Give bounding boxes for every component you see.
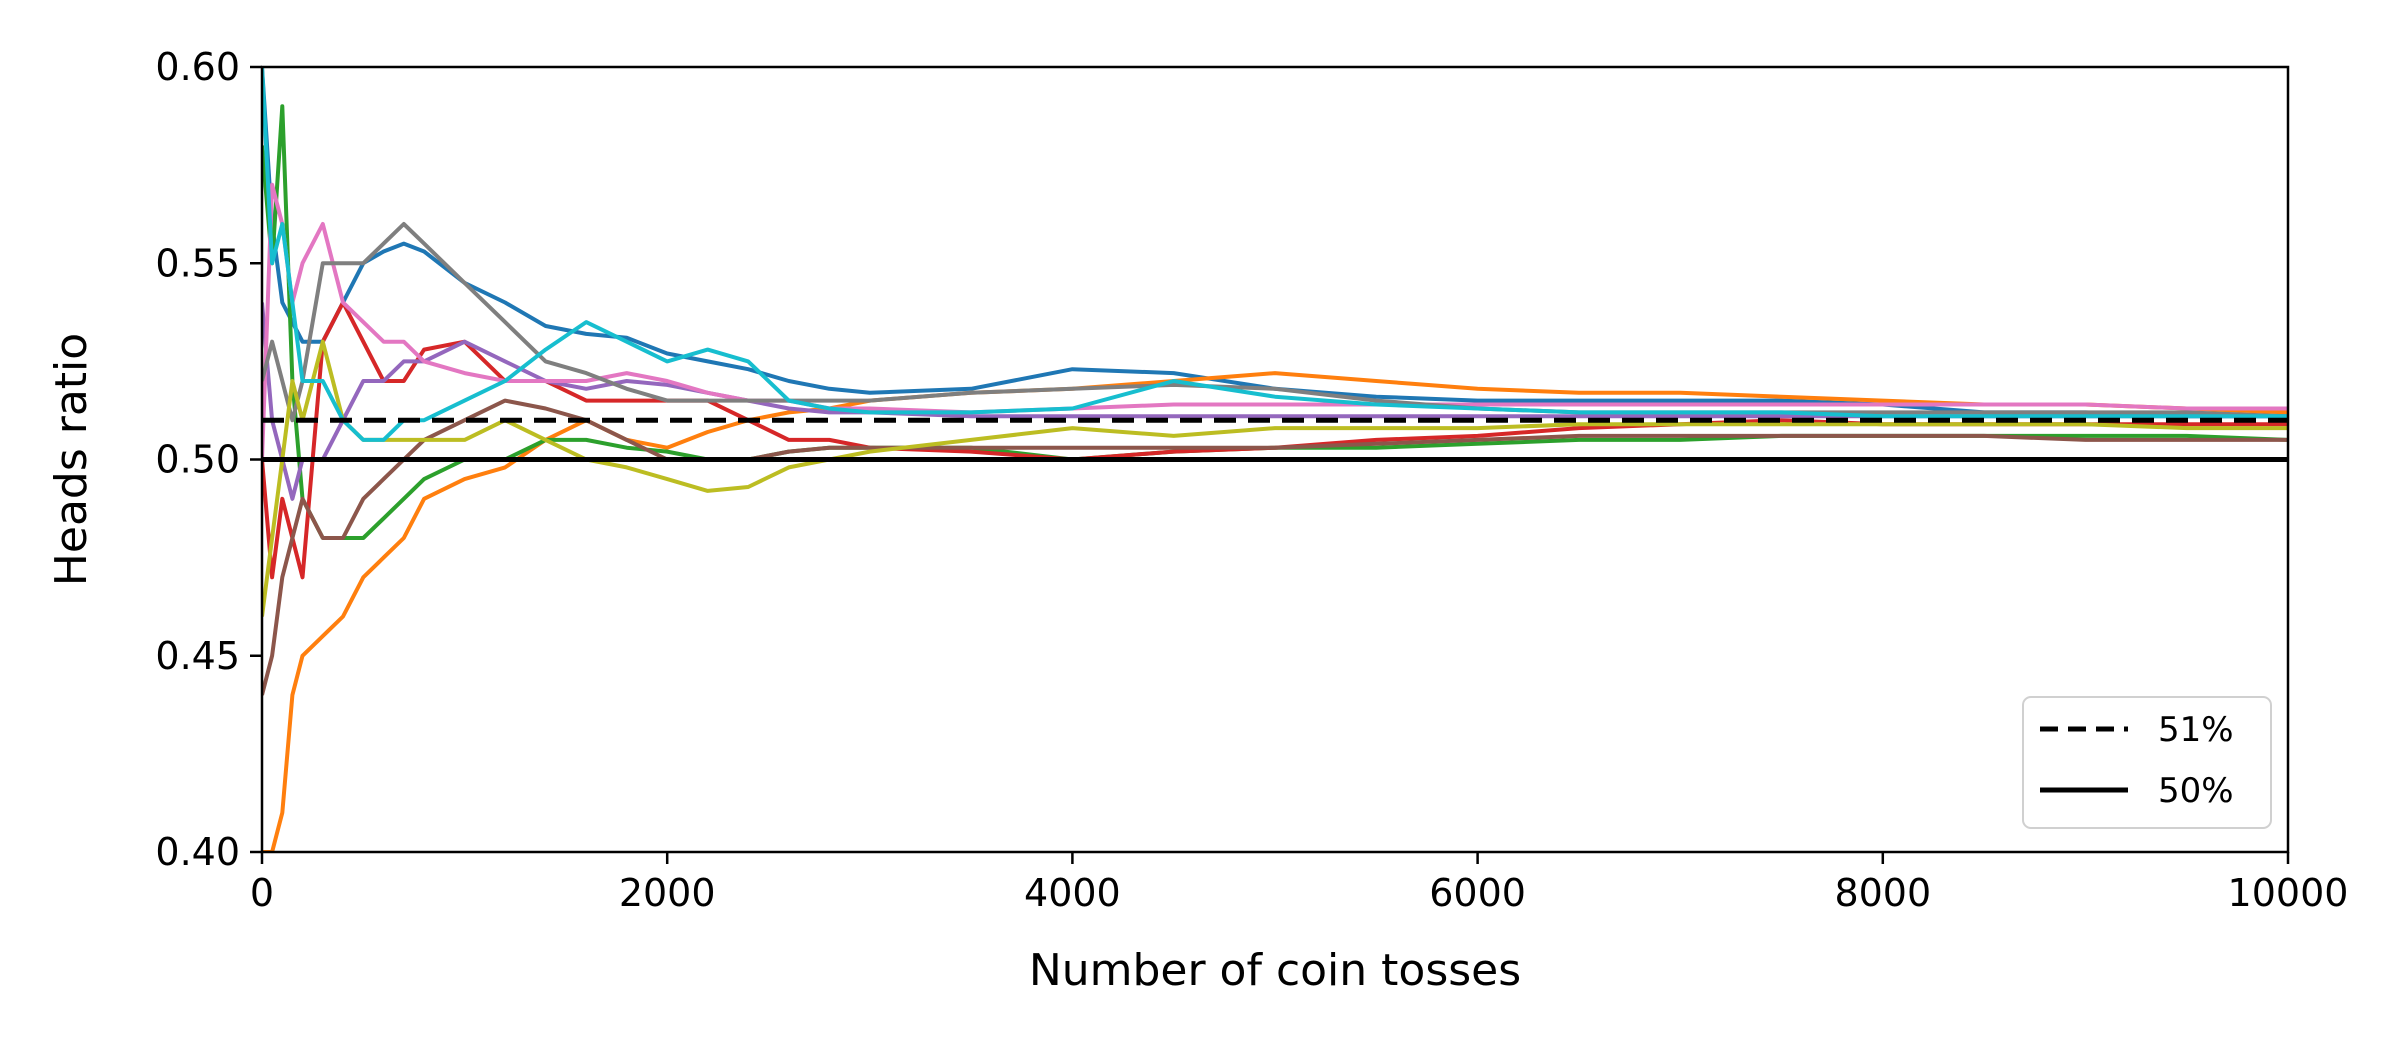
series-line-9: [262, 67, 2288, 442]
legend-box: [2022, 696, 2272, 829]
x-tick-label: 2000: [619, 871, 716, 915]
reference-lines: [262, 417, 2288, 462]
x-axis-label: Number of coin tosses: [1029, 945, 1521, 996]
series-line-5: [262, 398, 2288, 696]
x-tick-label: 0: [250, 871, 274, 915]
x-tick-label: 10000: [2228, 871, 2349, 915]
legend-label-50: 50%: [2158, 771, 2234, 811]
series-line-8: [262, 339, 2288, 617]
y-tick-label: 0.45: [155, 634, 240, 678]
legend-label-51: 51%: [2158, 710, 2234, 750]
x-tick-label: 4000: [1024, 871, 1121, 915]
series-line-1: [262, 371, 2288, 852]
y-axis-label: Heads ratio: [46, 333, 97, 586]
x-tick-label: 8000: [1834, 871, 1931, 915]
series-line-0: [262, 67, 2288, 419]
y-tick-label: 0.60: [155, 45, 240, 89]
y-axis-ticks: 0.40 0.45 0.50 0.55 0.60: [155, 45, 262, 874]
y-tick-label: 0.40: [155, 830, 240, 874]
y-tick-label: 0.55: [155, 241, 240, 285]
x-tick-label: 6000: [1429, 871, 1526, 915]
y-tick-label: 0.50: [155, 438, 240, 482]
series-line-6: [262, 182, 2288, 460]
series-line-2: [262, 104, 2288, 540]
x-axis-ticks: 0 2000 4000 6000 8000 10000: [250, 852, 2349, 915]
legend: 51% 50%: [2022, 696, 2272, 829]
